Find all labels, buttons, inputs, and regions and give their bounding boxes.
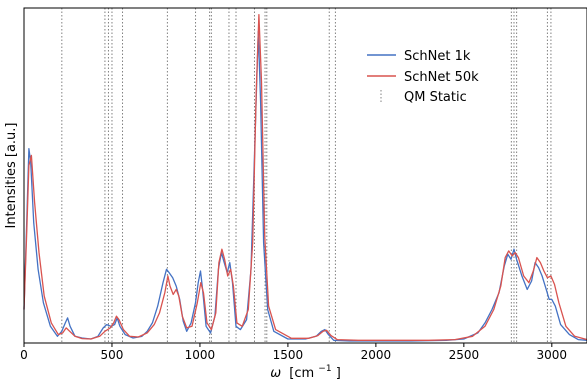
x-axis-label-close: ] [336, 366, 341, 379]
x-axis-label-symbol: ω [270, 366, 281, 379]
x-tick-label: 2000 [361, 348, 392, 362]
legend: SchNet 1k SchNet 50k QM Static [367, 49, 479, 105]
legend-label-series-1: SchNet 1k [404, 49, 471, 64]
series-line-2 [23, 14, 587, 341]
y-axis-label: Intensities [a.u.] [4, 122, 19, 228]
x-tick-label: 0 [20, 348, 28, 362]
x-tick-label: 2500 [449, 348, 480, 362]
plot-area-frame [23, 7, 587, 344]
legend-label-reference: QM Static [404, 90, 467, 105]
legend-label-series-2: SchNet 50k [404, 70, 479, 85]
x-axis-label: ω [cm −1 ] [270, 360, 341, 379]
x-tick-label: 500 [101, 348, 124, 362]
x-tick-label: 1000 [185, 348, 216, 362]
x-axis-ticks: 0 500 1000 1500 2000 2500 3000 [20, 343, 567, 362]
x-axis-label-exponent: −1 [318, 364, 331, 374]
x-tick-label: 1500 [273, 348, 304, 362]
series-lines-group [23, 14, 587, 342]
x-tick-label: 3000 [537, 348, 568, 362]
x-axis-label-unit: [cm [289, 366, 314, 379]
